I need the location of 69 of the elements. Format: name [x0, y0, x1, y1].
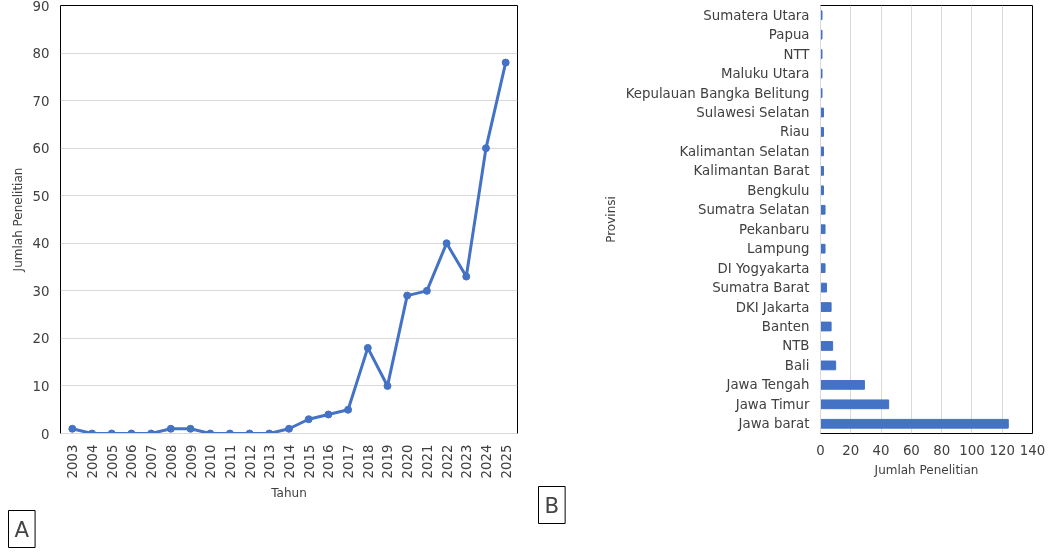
x-tick-label: 2004	[85, 444, 101, 479]
y-axis-title: Jumlah Penelitian	[10, 167, 25, 273]
y-tick-label: Bali	[784, 357, 810, 373]
x-tick-label: 2025	[498, 444, 514, 479]
y-tick-label: Sulawesi Selatan	[696, 105, 810, 120]
y-tick-label: 0	[41, 426, 50, 442]
y-tick-label: 80	[32, 46, 50, 62]
x-tick-label: 2012	[242, 444, 258, 479]
x-tick-label: 2017	[341, 444, 357, 479]
x-tick-label: 20	[842, 442, 860, 458]
x-tick-label: 2007	[144, 444, 160, 479]
y-tick-label: Jawa barat	[737, 416, 810, 432]
x-tick-label: 2023	[459, 444, 475, 479]
x-tick-label: 120	[989, 442, 1015, 458]
y-axis-title: Provinsi	[603, 196, 618, 243]
y-tick-label: 10	[32, 378, 50, 394]
x-tick-label: 2016	[321, 444, 337, 479]
y-tick-label: 40	[32, 236, 50, 252]
x-tick-label: 2009	[183, 444, 199, 479]
y-tick-label: Banten	[761, 319, 810, 334]
y-tick-label: Sumatra Barat	[712, 280, 810, 296]
y-tick-label: Papua	[768, 27, 810, 43]
x-tick-label: 2006	[124, 444, 140, 479]
x-tick-label: 2019	[380, 444, 396, 479]
y-tick-label: Jawa Tengah	[725, 377, 810, 393]
y-tick-label: Lampung	[747, 241, 810, 257]
y-tick-label: 50	[32, 188, 50, 204]
y-tick-label: 20	[32, 331, 50, 347]
y-tick-label: 70	[32, 93, 50, 109]
x-axis-title: Tahun	[270, 486, 307, 501]
x-tick-label: 2003	[65, 444, 81, 479]
x-tick-label: 2013	[262, 444, 278, 479]
x-tick-label: 2022	[439, 444, 455, 479]
y-tick-label: Bengkulu	[747, 182, 810, 198]
text: A	[14, 516, 30, 542]
x-tick-label: 2021	[419, 444, 435, 479]
x-tick-label: 100	[959, 442, 985, 458]
y-tick-label: 30	[32, 283, 50, 299]
y-tick-label: Maluku Utara	[720, 66, 810, 82]
x-tick-label: 2005	[104, 444, 120, 479]
y-tick-label: Kalimantan Barat	[693, 163, 810, 179]
x-tick-label: 40	[872, 442, 890, 458]
x-tick-label: 60	[902, 442, 920, 458]
y-tick-label: NTB	[782, 338, 810, 354]
y-tick-label: Sumatera Utara	[703, 7, 810, 23]
y-tick-label: Pekanbaru	[739, 221, 810, 237]
x-tick-label: 2011	[222, 444, 238, 479]
y-tick-label: Sumatra Selatan	[697, 202, 810, 218]
x-tick-label: 2024	[478, 444, 494, 479]
x-tick-label: 0	[816, 442, 825, 458]
y-tick-label: DI Yogyakarta	[717, 260, 810, 276]
y-tick-label: NTT	[783, 46, 811, 62]
y-tick-label: Riau	[779, 124, 810, 140]
y-tick-label: Kalimantan Selatan	[679, 143, 810, 159]
x-tick-label: 140	[1019, 442, 1046, 458]
x-tick-label: 2018	[360, 444, 376, 479]
x-tick-label: 2008	[163, 444, 179, 479]
x-tick-label: 80	[933, 442, 951, 458]
y-tick-label: Jawa Timur	[734, 396, 811, 412]
y-tick-label: 60	[32, 141, 50, 157]
y-tick-label: DKI Jakarta	[735, 299, 810, 315]
x-tick-label: 2010	[203, 444, 219, 479]
x-axis-title: Jumlah Penelitian	[873, 462, 979, 477]
x-tick-label: 2014	[282, 444, 297, 479]
x-tick-label: 2015	[301, 444, 317, 479]
y-tick-label: 90	[32, 0, 50, 14]
text: B	[544, 492, 560, 518]
x-tick-label: 2020	[400, 444, 416, 479]
y-tick-label: Kepulauan Bangka Belitung	[625, 85, 810, 101]
